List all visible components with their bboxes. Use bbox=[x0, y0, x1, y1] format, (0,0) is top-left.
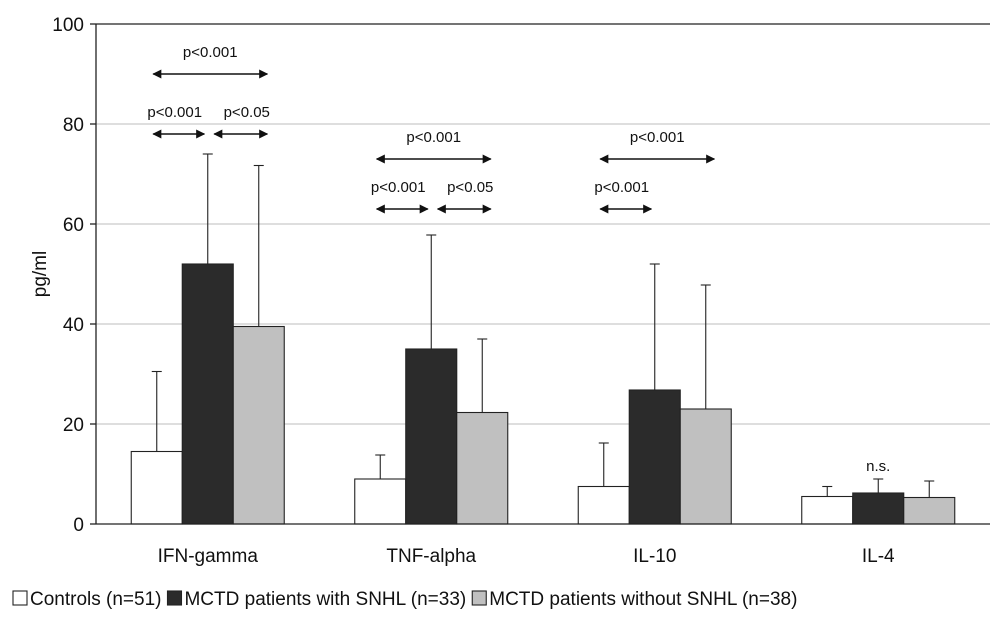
error-bar bbox=[202, 153, 213, 264]
legend-item: MCTD patients with SNHL (n=33) bbox=[166, 589, 466, 610]
significance-label: p<0.001 bbox=[630, 129, 685, 146]
bars bbox=[130, 153, 956, 525]
significance-label: p<0.05 bbox=[447, 179, 493, 196]
bar-il-4-series-1 bbox=[801, 495, 854, 525]
legend-swatch bbox=[12, 590, 28, 606]
legend-item: MCTD patients without SNHL (n=38) bbox=[471, 589, 797, 610]
y-tick-label: 40 bbox=[63, 315, 84, 336]
y-tick-label: 60 bbox=[63, 215, 84, 236]
x-tick-label: IFN-gamma bbox=[158, 546, 259, 567]
significance-label: p<0.001 bbox=[594, 179, 649, 196]
legend-item: Controls (n=51) bbox=[12, 589, 161, 610]
error-bar bbox=[700, 284, 711, 409]
bar-il-10-series-3 bbox=[679, 408, 732, 525]
bar-il-10-series-2 bbox=[628, 389, 681, 525]
bar-tnf-alpha-series-3 bbox=[456, 411, 509, 525]
significance-bracket: p<0.001 bbox=[147, 104, 206, 139]
bar-tnf-alpha-series-2 bbox=[405, 348, 458, 525]
x-tick-label: TNF-alpha bbox=[386, 546, 476, 567]
error-bar bbox=[598, 442, 609, 487]
significance-annotations: p<0.001 p<0.001 p<0.05 p<0.001 p<0.001 p<0.05… bbox=[147, 44, 890, 475]
error-bar bbox=[822, 485, 833, 497]
significance-label: n.s. bbox=[866, 458, 890, 475]
bar-ifn-gamma-series-3 bbox=[232, 325, 285, 525]
error-bar bbox=[426, 234, 437, 349]
significance-bracket: p<0.001 bbox=[599, 129, 716, 164]
legend: Controls (n=51) MCTD patients with SNHL (… bbox=[12, 589, 797, 610]
significance-bracket: p<0.001 bbox=[371, 179, 429, 214]
error-bar bbox=[375, 454, 386, 479]
y-axis-label: pg/ml bbox=[30, 251, 51, 297]
significance-label: p<0.001 bbox=[406, 129, 461, 146]
legend-swatch bbox=[471, 590, 487, 606]
bar-il-4-series-2 bbox=[852, 492, 905, 525]
error-bar bbox=[151, 370, 162, 452]
error-bar bbox=[924, 480, 935, 498]
y-tick-label: 100 bbox=[52, 15, 84, 36]
legend-swatch bbox=[166, 590, 183, 606]
significance-label: p<0.001 bbox=[147, 104, 202, 121]
bar-ifn-gamma-series-1 bbox=[130, 450, 183, 525]
y-tick-label: 80 bbox=[63, 115, 84, 136]
legend-label: MCTD patients with SNHL (n=33) bbox=[184, 589, 466, 610]
bar-il-4-series-3 bbox=[903, 496, 956, 525]
legend-label: MCTD patients without SNHL (n=38) bbox=[489, 589, 797, 610]
significance-bracket: p<0.05 bbox=[436, 179, 493, 214]
significance-bracket: p<0.001 bbox=[375, 129, 492, 164]
significance-label: p<0.001 bbox=[371, 179, 426, 196]
significance-label: p<0.001 bbox=[183, 44, 238, 61]
y-tick-label: 0 bbox=[73, 515, 84, 536]
bar-ifn-gamma-series-2 bbox=[181, 263, 234, 525]
bar-il-10-series-1 bbox=[577, 485, 630, 525]
significance-label: p<0.05 bbox=[224, 104, 270, 121]
significance-bracket: p<0.001 bbox=[152, 44, 269, 79]
y-tick-label: 20 bbox=[63, 415, 84, 436]
x-tick-label: IL-10 bbox=[633, 546, 676, 567]
significance-bracket: p<0.05 bbox=[213, 104, 270, 139]
error-bar bbox=[253, 164, 264, 327]
error-bar bbox=[649, 263, 660, 390]
legend-label: Controls (n=51) bbox=[30, 589, 161, 610]
error-bar bbox=[477, 338, 488, 413]
axes: 0 20 40 60 80 100 IFN-gamma TNF-alpha IL-10 IL-4 p… bbox=[30, 15, 990, 567]
error-bar bbox=[873, 478, 884, 493]
significance-bracket: p<0.001 bbox=[594, 179, 653, 214]
bar-tnf-alpha-series-1 bbox=[354, 478, 407, 525]
x-tick-label: IL-4 bbox=[862, 546, 895, 567]
